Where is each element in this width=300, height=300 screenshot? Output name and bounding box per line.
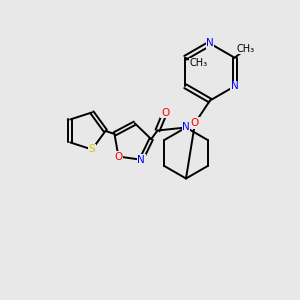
Text: O: O bbox=[161, 107, 169, 118]
Text: CH₃: CH₃ bbox=[189, 58, 207, 68]
Text: CH₃: CH₃ bbox=[237, 44, 255, 54]
Text: O: O bbox=[114, 152, 123, 161]
Text: S: S bbox=[89, 145, 95, 154]
Text: N: N bbox=[137, 155, 145, 165]
Text: N: N bbox=[206, 38, 214, 49]
Text: N: N bbox=[231, 81, 239, 91]
Text: O: O bbox=[191, 118, 199, 128]
Text: N: N bbox=[182, 122, 190, 133]
